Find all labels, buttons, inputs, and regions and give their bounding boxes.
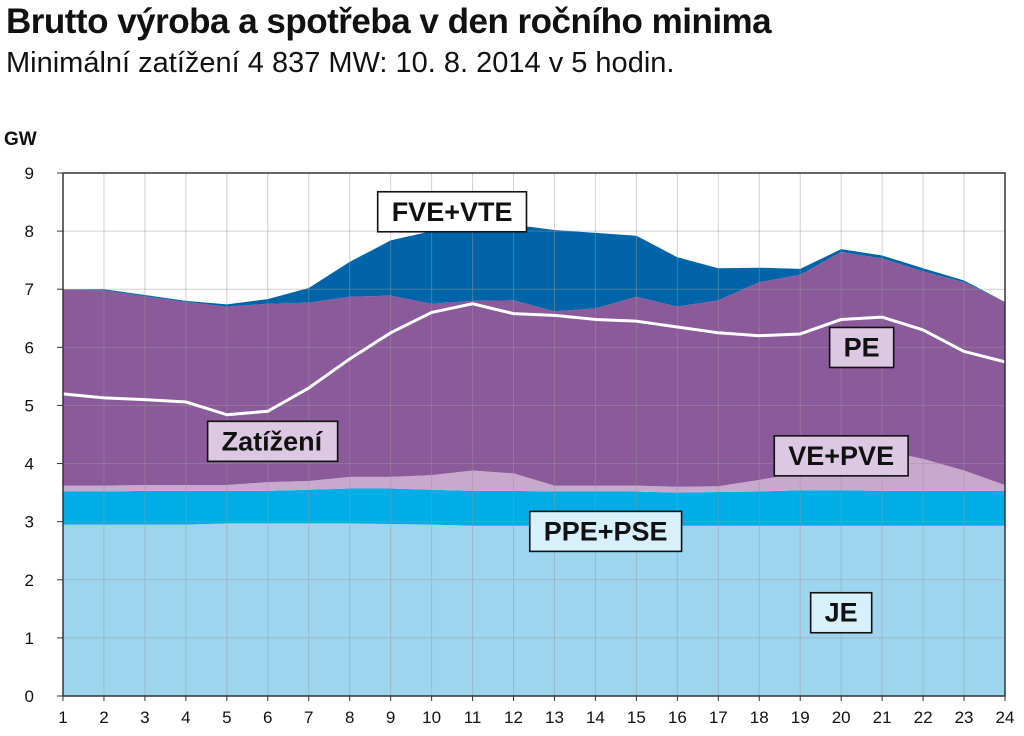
chart-title: Brutto výroba a spotřeba v den ročního m… xyxy=(6,2,772,41)
y-tick-label: 5 xyxy=(25,396,34,415)
y-tick-label: 7 xyxy=(25,280,34,299)
y-tick-label: 6 xyxy=(25,338,34,357)
y-tick-label: 4 xyxy=(25,455,34,474)
label-box xyxy=(376,190,528,233)
x-tick-label: 18 xyxy=(750,708,769,727)
x-tick-label: 20 xyxy=(832,708,851,727)
x-tick-label: 1 xyxy=(58,708,67,727)
chart-subtitle: Minimální zatížení 4 837 MW: 10. 8. 2014… xyxy=(6,47,675,79)
x-tick-label: 16 xyxy=(668,708,687,727)
label-box xyxy=(528,510,683,553)
y-tick-label: 2 xyxy=(25,571,34,590)
label-box xyxy=(206,420,339,463)
x-tick-label: 11 xyxy=(464,708,482,727)
y-tick-label: 1 xyxy=(25,629,34,648)
label-box xyxy=(828,326,895,369)
y-axis-unit: GW xyxy=(4,129,37,150)
label-text: JE xyxy=(825,598,858,628)
x-tick-label: 2 xyxy=(99,708,108,727)
x-tick-label: 3 xyxy=(140,708,149,727)
label-pe: PE xyxy=(828,326,895,369)
x-tick-label: 17 xyxy=(709,708,728,727)
y-tick-label: 0 xyxy=(25,687,34,706)
label-text: FVE+VTE xyxy=(392,197,513,227)
y-tick-label: 8 xyxy=(25,222,34,241)
y-tick-label: 3 xyxy=(25,513,34,532)
x-tick-label: 13 xyxy=(545,708,564,727)
label-text: Zatížení xyxy=(222,426,324,456)
x-tick-label: 10 xyxy=(422,708,441,727)
x-tick-label: 15 xyxy=(627,708,646,727)
y-tick-label: 9 xyxy=(25,164,34,183)
x-tick-label: 7 xyxy=(304,708,313,727)
x-tick-label: 22 xyxy=(914,708,933,727)
label-text: PPE+PSE xyxy=(544,516,668,546)
label-zat-en: Zatížení xyxy=(206,420,339,463)
plot-frame xyxy=(62,172,1006,697)
series-line-zatizeni xyxy=(62,302,1006,417)
x-tick-label: 21 xyxy=(873,708,892,727)
x-tick-label: 23 xyxy=(955,708,974,727)
x-tick-label: 14 xyxy=(586,708,605,727)
label-box xyxy=(773,435,909,477)
label-text: VE+PVE xyxy=(788,441,894,471)
x-tick-label: 9 xyxy=(386,708,395,727)
area-fve-vte xyxy=(63,222,1005,312)
x-tick-label: 19 xyxy=(791,708,810,727)
area-ve-pve xyxy=(63,450,1005,493)
label-fve-vte: FVE+VTE xyxy=(376,190,528,233)
label-text: PE xyxy=(844,332,880,362)
label-ppe-pse: PPE+PSE xyxy=(528,510,683,553)
x-tick-label: 8 xyxy=(345,708,354,727)
label-box xyxy=(809,591,873,634)
x-tick-label: 12 xyxy=(504,708,523,727)
x-tick-label: 4 xyxy=(181,708,190,727)
x-tick-label: 6 xyxy=(263,708,272,727)
area-je xyxy=(63,523,1005,696)
label-je: JE xyxy=(809,591,873,634)
area-ppe-pse xyxy=(63,488,1005,526)
x-tick-label: 5 xyxy=(222,708,231,727)
x-tick-label: 24 xyxy=(996,708,1015,727)
label-ve-pve: VE+PVE xyxy=(773,435,909,477)
